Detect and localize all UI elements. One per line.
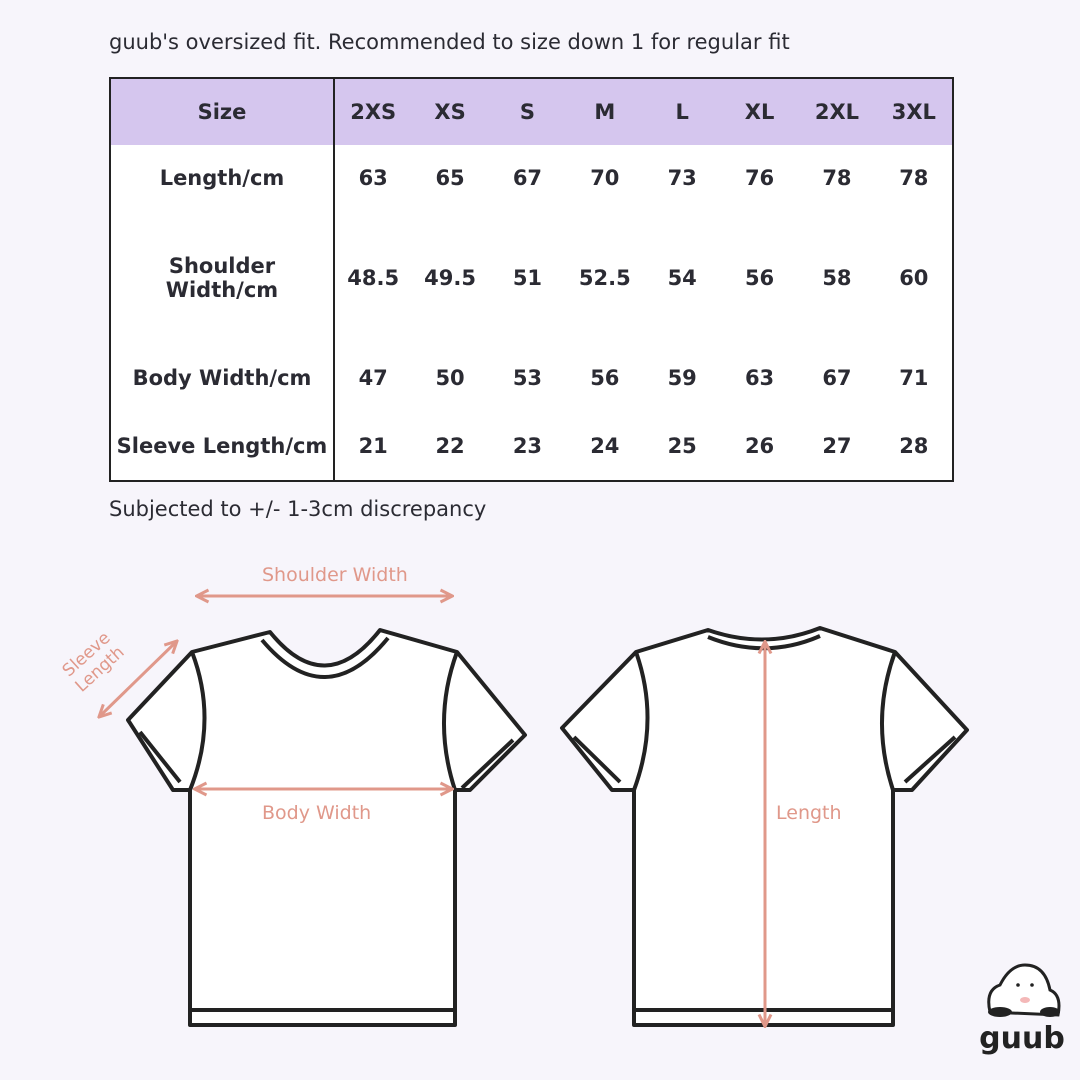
header-row: Size 2XS XS S M L XL 2XL 3XL	[110, 78, 953, 145]
discrepancy-note: Subjected to +/- 1-3cm discrepancy	[109, 497, 487, 521]
row-label: Length/cm	[110, 145, 335, 212]
cell-value: 27	[822, 433, 852, 458]
cell-value: 73	[667, 166, 697, 191]
cell-value: 50	[435, 366, 465, 391]
cell-value: 71	[899, 366, 929, 391]
cell-value: 67	[822, 366, 852, 391]
table-row: Body Width/cm 47 50 53 56 59 63 67 71	[110, 344, 953, 412]
cell-value: 65	[435, 166, 465, 191]
cell-value: 63	[358, 166, 388, 191]
table-row: Sleeve Length/cm 21 22 23 24 25 26 27 28	[110, 411, 953, 481]
cell-value: 23	[512, 433, 543, 458]
guub-logo: guub	[979, 963, 1065, 1056]
cell-value: 78	[899, 166, 929, 191]
cell-value: 47	[358, 366, 388, 391]
cell-value: 56	[744, 266, 775, 291]
cell-value: 22	[435, 433, 465, 458]
length-label: Length	[776, 802, 842, 824]
cell-value: 59	[667, 366, 697, 391]
fit-note: guub's oversized fit. Recommended to siz…	[109, 30, 790, 54]
size-header: 2XL	[798, 78, 876, 145]
cell-value: 78	[822, 166, 852, 191]
body-width-label: Body Width	[262, 802, 372, 824]
front-shirt	[126, 628, 527, 1027]
sleeve-length-arrow	[100, 642, 176, 716]
cell-value: 51	[512, 266, 543, 291]
size-column-header: Size	[110, 78, 335, 145]
shoulder-width-label: Shoulder Width	[262, 564, 408, 586]
table-row: Shoulder Width/cm 48.5 49.5 51 52.5 54 56 58 60	[110, 211, 953, 345]
size-header: L	[643, 78, 721, 145]
size-table: Size 2XS XS S M L XL 2XL 3XL Length/cm 63 65 67 70 73…	[109, 77, 954, 482]
cell-value: 28	[899, 433, 929, 458]
cell-value: 52.5	[578, 266, 631, 291]
cell-value: 26	[744, 433, 775, 458]
svg-text:guub: guub	[979, 1021, 1065, 1056]
cell-value: 53	[512, 366, 543, 391]
cell-value: 76	[744, 166, 775, 191]
size-header: 3XL	[875, 78, 953, 145]
cell-value: 67	[512, 166, 543, 191]
table-row: Length/cm 63 65 67 70 73 76 78 78	[110, 145, 953, 212]
row-label: Sleeve Length/cm	[110, 411, 335, 481]
cell-value: 25	[667, 433, 697, 458]
cell-value: 54	[667, 266, 697, 291]
row-label: Body Width/cm	[110, 344, 335, 412]
row-label: Shoulder Width/cm	[110, 211, 335, 345]
size-header: XL	[720, 78, 799, 145]
cell-value: 24	[590, 433, 620, 458]
cell-value: 56	[590, 366, 620, 391]
size-header: M	[566, 78, 644, 145]
cell-value: 60	[899, 266, 929, 291]
size-header: 2XS	[334, 78, 412, 145]
cell-value: 49.5	[424, 266, 476, 291]
cell-value: 48.5	[347, 266, 400, 291]
size-header: S	[488, 78, 567, 145]
cell-value: 58	[822, 266, 852, 291]
cell-value: 70	[590, 166, 620, 191]
cell-value: 63	[744, 366, 775, 391]
size-header: XS	[411, 78, 489, 145]
cell-value: 21	[358, 433, 388, 458]
